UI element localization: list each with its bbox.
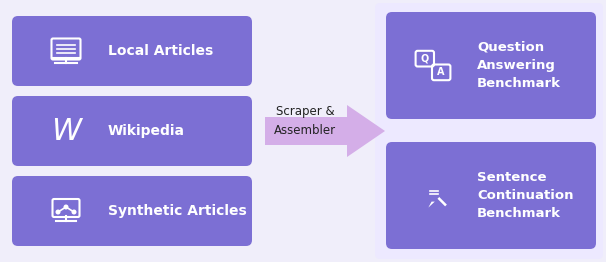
- Text: Synthetic Articles: Synthetic Articles: [108, 204, 247, 218]
- Text: Question
Answering
Benchmark: Question Answering Benchmark: [477, 41, 561, 90]
- FancyBboxPatch shape: [12, 16, 252, 86]
- Text: A: A: [438, 67, 445, 77]
- FancyBboxPatch shape: [386, 142, 596, 249]
- Text: Sentence
Continuation
Benchmark: Sentence Continuation Benchmark: [477, 171, 573, 220]
- Polygon shape: [265, 105, 385, 157]
- Text: Q: Q: [421, 54, 429, 64]
- Text: Local Articles: Local Articles: [108, 44, 213, 58]
- FancyBboxPatch shape: [12, 96, 252, 166]
- Circle shape: [64, 205, 68, 210]
- FancyBboxPatch shape: [386, 12, 596, 119]
- FancyBboxPatch shape: [375, 3, 603, 259]
- Circle shape: [56, 210, 61, 215]
- FancyBboxPatch shape: [12, 176, 252, 246]
- Text: W: W: [51, 117, 81, 145]
- Text: Wikipedia: Wikipedia: [108, 124, 185, 138]
- Circle shape: [72, 210, 76, 215]
- Polygon shape: [428, 201, 435, 208]
- Text: Scraper &
Assembler: Scraper & Assembler: [274, 106, 336, 137]
